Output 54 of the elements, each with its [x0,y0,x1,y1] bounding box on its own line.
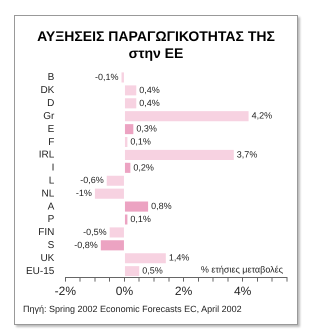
y-tick-label: NL [42,188,55,200]
bar [124,136,128,148]
data-label: -0,8% [74,240,98,250]
data-label: 0,2% [133,162,154,172]
x-tick-label: -2% [54,284,76,298]
chart-title: ΑΥΞΗΣΕΙΣ ΠΑΡΑΓΩΓΙΚΟΤΗΤΑΣ ΤΗΣ στην ΕΕ [36,28,276,62]
y-tick-label: E [48,124,55,135]
y-tick-label: L [48,176,55,187]
data-label: -0,5% [83,226,107,237]
data-label: 0,5% [142,266,163,276]
data-label: 0,1% [130,136,151,147]
y-tick-label: UK [40,252,55,264]
y-tick-label: F [48,136,54,148]
bar [124,85,136,96]
x-tick-label: 2% [174,284,193,298]
bar [124,124,134,134]
x-tick-label: 0% [116,284,134,298]
data-label: -1% [76,188,92,198]
bar [124,202,148,212]
data-label: 0,3% [136,124,157,134]
bar [124,98,136,108]
data-label: 0,4% [139,84,160,95]
bar [94,188,124,199]
bar [106,176,124,186]
bar [124,111,249,122]
data-label: -0,1% [94,72,118,82]
bar [124,162,130,173]
y-tick-label: S [48,240,55,252]
data-label: 0,8% [151,201,172,212]
bar [124,266,140,276]
y-tick-label: IRL [38,150,55,161]
x-axis-title: % ετήσιες μεταβολές [200,264,284,275]
data-label: -0,6% [80,175,104,186]
bar [124,214,128,225]
data-label: 4,2% [252,110,272,121]
y-tick-label: A [48,201,55,212]
bar [124,253,166,264]
y-tick-label: FIN [38,227,54,238]
x-tick-label: 4% [234,284,252,298]
bar [100,240,124,250]
y-tick-label: P [48,214,55,226]
data-label: 0,1% [130,214,151,224]
y-tick-label: DK [40,85,55,96]
data-label: 3,7% [236,149,258,160]
bar [110,227,124,238]
data-label: 0,4% [139,98,160,108]
bar [124,150,234,160]
y-tick-label: EU-15 [26,266,55,277]
y-tick-label: Gr [43,110,56,122]
data-label: 1,4% [168,252,190,263]
y-tick-label: I [52,162,54,174]
text: Πηγή: Spring 2002 Economic Forecasts EC, April 2002 [23,304,242,314]
y-tick-label: B [48,72,55,84]
y-tick-label: D [47,98,54,110]
